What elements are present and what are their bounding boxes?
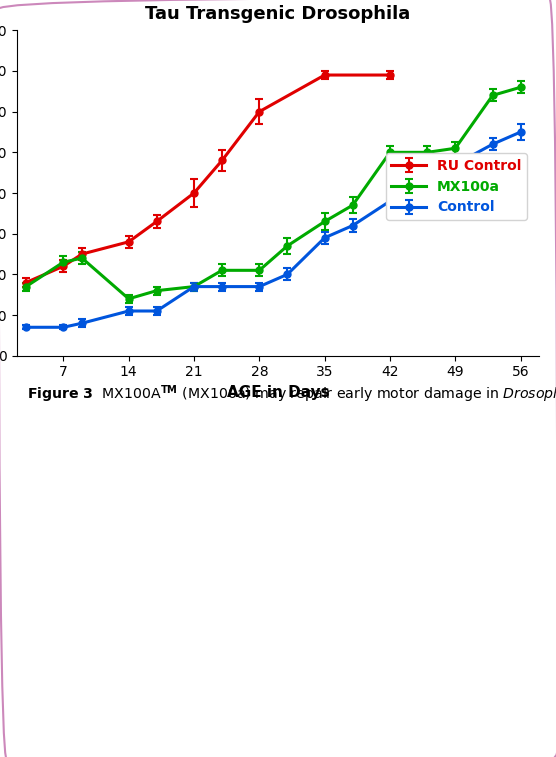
Title: Tau Transgenic Drosophila: Tau Transgenic Drosophila [145,5,411,23]
Text: $\mathbf{Figure\ 3}$  MX100A$\mathbf{^{TM}}$ (MX100a) may repair early motor dam: $\mathbf{Figure\ 3}$ MX100A$\mathbf{^{TM… [27,384,556,405]
X-axis label: AGE in Days: AGE in Days [227,385,329,400]
Legend: RU Control, MX100a, Control: RU Control, MX100a, Control [386,153,527,220]
